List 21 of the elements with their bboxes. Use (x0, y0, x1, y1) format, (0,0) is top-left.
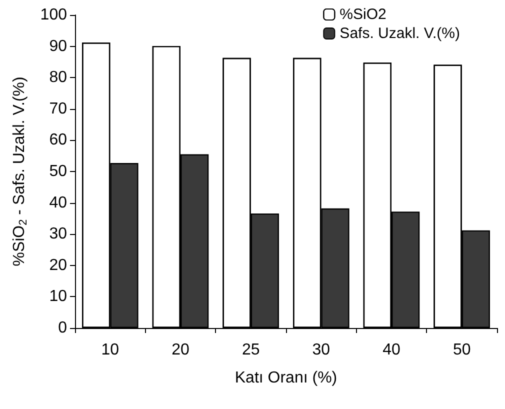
y-tick-label: 80 (49, 69, 68, 86)
y-tick-label: 0 (58, 320, 68, 336)
y-tick-label: 100 (40, 6, 68, 24)
legend-label: Safs. Uzakl. V.(%) (340, 25, 460, 42)
x-tick-label: 10 (101, 342, 120, 358)
y-tick-label: 70 (49, 100, 68, 118)
x-axis-title: Katı Oranı (%) (234, 370, 338, 386)
y-tick-label: 20 (49, 256, 68, 274)
y-tick-label: 90 (49, 38, 68, 55)
y-tick-label: 40 (49, 194, 68, 212)
legend-label: %SiO2 (340, 6, 386, 23)
x-tick-label: 40 (382, 342, 400, 358)
y-tick-label: 10 (49, 288, 68, 306)
y-tick-label: 30 (49, 226, 68, 243)
y-tick-label: 60 (49, 132, 68, 149)
x-tick-label: 30 (312, 342, 330, 358)
x-tick-label: 25 (242, 342, 260, 358)
y-tick-label: 50 (49, 163, 68, 180)
x-tick-label: 20 (172, 342, 190, 358)
y-axis-title: %SiO2 - Safs. Uzakl. V.(%) (11, 76, 30, 266)
x-tick-label: 50 (452, 342, 471, 358)
